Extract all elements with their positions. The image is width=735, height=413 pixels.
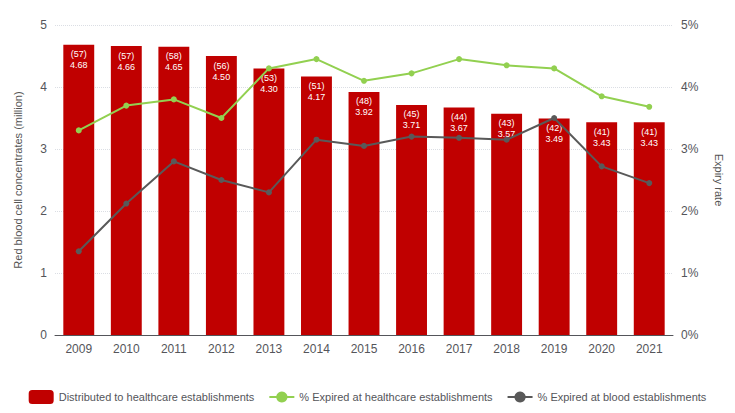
svg-text:(57): (57) (118, 51, 134, 61)
svg-text:4.65: 4.65 (165, 62, 183, 72)
svg-text:Distributed to healthcare esta: Distributed to healthcare establishments (59, 391, 255, 403)
svg-text:(58): (58) (166, 51, 182, 61)
svg-text:3.92: 3.92 (355, 107, 373, 117)
svg-text:(44): (44) (451, 112, 467, 122)
svg-text:5: 5 (40, 18, 47, 32)
svg-text:(56): (56) (213, 61, 229, 71)
svg-text:3.57: 3.57 (497, 129, 516, 140)
svg-text:2010: 2010 (113, 342, 140, 356)
svg-text:(57): (57) (71, 49, 87, 59)
svg-text:3: 3 (40, 142, 47, 156)
svg-text:3.49: 3.49 (545, 134, 563, 144)
svg-text:% Expired at healthcare establ: % Expired at healthcare establishments (299, 391, 493, 403)
svg-text:3.67: 3.67 (450, 123, 468, 133)
svg-text:2021: 2021 (636, 342, 663, 356)
svg-text:1%: 1% (681, 266, 699, 280)
svg-text:3.43: 3.43 (593, 138, 611, 148)
svg-text:0: 0 (40, 328, 47, 342)
svg-text:2015: 2015 (351, 342, 378, 356)
svg-text:2020: 2020 (588, 342, 615, 356)
svg-text:0%: 0% (681, 328, 699, 342)
svg-text:2014: 2014 (303, 342, 330, 356)
svg-text:2017: 2017 (446, 342, 473, 356)
svg-text:(43): (43) (499, 118, 515, 128)
svg-text:4.30: 4.30 (260, 84, 278, 94)
svg-text:2%: 2% (681, 204, 699, 218)
svg-text:4.66: 4.66 (118, 62, 136, 72)
svg-text:2: 2 (40, 204, 47, 218)
svg-text:2013: 2013 (256, 342, 283, 356)
svg-text:3%: 3% (681, 142, 699, 156)
svg-text:5%: 5% (681, 18, 699, 32)
svg-text:(45): (45) (404, 109, 420, 119)
svg-text:Red blood cell concentrates (m: Red blood cell concentrates (million) (12, 91, 24, 268)
svg-text:(41): (41) (641, 127, 657, 137)
svg-text:(53): (53) (260, 72, 277, 83)
svg-text:4%: 4% (681, 80, 699, 94)
svg-text:2009: 2009 (65, 342, 92, 356)
svg-text:% Expired at blood establishme: % Expired at blood establishments (538, 391, 707, 403)
svg-text:2016: 2016 (398, 342, 425, 356)
svg-text:4.50: 4.50 (213, 72, 231, 82)
svg-text:(51): (51) (308, 81, 324, 91)
svg-text:1: 1 (40, 266, 47, 280)
svg-text:2012: 2012 (208, 342, 235, 356)
svg-text:4.68: 4.68 (70, 60, 88, 70)
svg-text:(48): (48) (356, 96, 372, 106)
svg-text:(42): (42) (546, 123, 563, 134)
svg-text:4: 4 (40, 80, 47, 94)
svg-text:Expiry rate: Expiry rate (713, 154, 725, 207)
svg-text:2019: 2019 (541, 342, 568, 356)
svg-text:3.71: 3.71 (403, 120, 421, 130)
svg-text:3.43: 3.43 (640, 138, 658, 148)
svg-text:4.17: 4.17 (308, 92, 326, 102)
svg-text:(41): (41) (594, 127, 610, 137)
svg-text:2018: 2018 (493, 342, 520, 356)
svg-text:2011: 2011 (161, 342, 187, 356)
